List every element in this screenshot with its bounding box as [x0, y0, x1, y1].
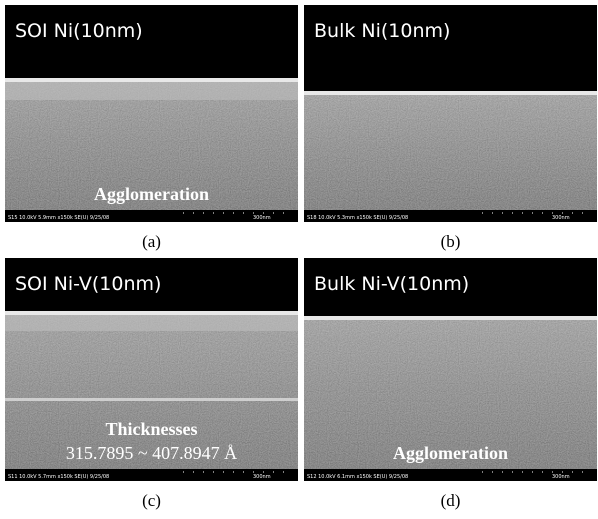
panel-title: SOI Ni-V(10nm): [15, 273, 161, 295]
figure: SOI Ni(10nm) Agglomeration S15 10.0kV 5.9m…: [0, 0, 598, 519]
scale-label: 300nm: [552, 474, 570, 480]
overlay-label: Thicknesses: [105, 419, 197, 439]
sem-panel: Bulk Ni(10nm) S18 10.0kV 5.3mm x150k SE(U…: [304, 5, 597, 222]
caption: (b): [441, 232, 461, 251]
layer-band: [5, 315, 298, 331]
scale-label: 300nm: [253, 474, 271, 480]
caption: (d): [441, 491, 461, 510]
overlay-label: Agglomeration: [94, 184, 209, 204]
info-text: S15 10.0kV 5.9mm x150k SE(U) 9/25/08: [8, 215, 109, 221]
info-text: S18 10.0kV 5.3mm x150k SE(U) 9/25/08: [307, 215, 408, 221]
surface-line: [5, 78, 298, 82]
interface-line: [5, 398, 298, 401]
caption: (c): [142, 491, 161, 510]
surface-line: [304, 316, 597, 320]
surface-line: [304, 91, 597, 95]
surface-line: [5, 311, 298, 315]
panel-title: Bulk Ni-V(10nm): [314, 273, 469, 295]
info-text: S12 10.0kV 6.1mm x150k SE(U) 9/25/08: [307, 474, 408, 480]
sem-panel: SOI Ni-V(10nm) Thicknesses 315.7895 ~ 407.…: [5, 258, 298, 481]
layer-band: [5, 82, 298, 100]
caption: (a): [142, 232, 161, 251]
panel-title: SOI Ni(10nm): [15, 20, 143, 42]
scale-label: 300nm: [253, 215, 271, 221]
sem-panel: SOI Ni(10nm) Agglomeration S15 10.0kV 5.9m…: [5, 5, 298, 222]
overlay-label: 315.7895 ~ 407.8947 Å: [66, 443, 237, 463]
scale-label: 300nm: [552, 215, 570, 221]
sem-panel: Bulk Ni-V(10nm) Agglomeration S12 10.0kV 6…: [304, 258, 597, 481]
info-text: S11 10.0kV 5.7mm x150k SE(U) 9/25/08: [8, 474, 109, 480]
sample-region: [304, 93, 597, 210]
overlay-label: Agglomeration: [393, 443, 508, 463]
panel-title: Bulk Ni(10nm): [314, 20, 450, 42]
